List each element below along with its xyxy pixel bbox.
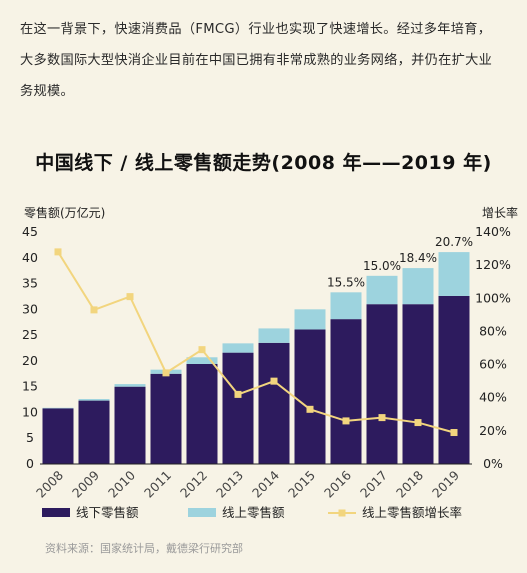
left-tick-label: 25: [22, 327, 38, 342]
left-tick-label: 35: [22, 276, 38, 291]
growth-point-2010: [126, 293, 134, 301]
growth-point-2009: [90, 306, 98, 314]
bar-online-2012: [186, 357, 218, 364]
right-tick-label: 120%: [475, 257, 511, 272]
growth-point-2014: [270, 377, 278, 385]
bar-online-2015: [294, 309, 326, 330]
bar-online-2013: [222, 343, 254, 353]
bar-online-2016: [330, 292, 362, 320]
left-axis-title: 零售额(万亿元): [24, 205, 105, 220]
right-axis-title: 增长率: [482, 205, 518, 220]
growth-point-2011: [162, 369, 170, 377]
bar-online-2010: [114, 384, 146, 387]
bar-offline-2015: [294, 329, 326, 464]
x-tick-label: 2014: [249, 467, 282, 500]
legend-label-offline: 线下零售额: [76, 505, 139, 520]
right-tick-label: 0%: [483, 456, 503, 471]
bar-offline-2011: [150, 373, 182, 464]
x-tick-label: 2011: [141, 468, 174, 501]
bar-offline-2009: [78, 400, 110, 464]
left-tick-label: 0: [26, 456, 34, 471]
growth-point-2016: [342, 417, 350, 425]
left-tick-label: 10: [22, 404, 38, 419]
left-tick-label: 20: [22, 353, 38, 368]
legend-label-online: 线上零售额: [222, 505, 285, 520]
legend-swatch-growth-point: [338, 509, 346, 517]
bar-offline-2012: [186, 363, 218, 464]
growth-point-2017: [378, 414, 386, 422]
left-tick-label: 15: [22, 379, 38, 394]
bar-online-2008: [42, 407, 74, 409]
right-tick-label: 20%: [479, 423, 507, 438]
bar-offline-2013: [222, 352, 254, 464]
bar-offline-2018: [402, 304, 434, 464]
x-tick-label: 2018: [393, 467, 426, 500]
x-tick-label: 2019: [429, 467, 462, 500]
data-label-2017: 15.0%: [363, 259, 401, 273]
legend-swatch-online: [188, 508, 216, 517]
x-tick-label: 2017: [357, 468, 390, 501]
left-tick-label: 40: [22, 250, 38, 265]
right-tick-label: 80%: [479, 323, 507, 338]
bar-offline-2016: [330, 319, 362, 464]
bar-offline-2019: [438, 295, 470, 464]
legend-swatch-offline: [42, 508, 70, 517]
legend-label-growth: 线上零售额增长率: [362, 505, 462, 520]
x-tick-label: 2013: [213, 468, 246, 501]
data-label-2019: 20.7%: [435, 235, 473, 249]
x-tick-label: 2009: [69, 467, 102, 500]
bar-offline-2014: [258, 342, 290, 464]
bar-offline-2017: [366, 304, 398, 464]
intro-text: 在这一背景下，快速消费品（FMCG）行业也实现了快速增长。经过多年培育， 大多数…: [20, 14, 515, 107]
bar-online-2019: [438, 252, 470, 296]
growth-point-2018: [414, 419, 422, 427]
retail-sales-chart: 零售额(万亿元) 增长率 0 5 10 15 20 25 30 35 40 45 0% 20% 40% 60%…: [22, 205, 518, 520]
intro-line: 大多数国际大型快消企业目前在中国已拥有非常成熟的业务网络，并仍在扩大业: [20, 53, 493, 68]
left-tick-label: 30: [22, 301, 38, 316]
x-tick-label: 2016: [321, 467, 354, 500]
bar-offline-2010: [114, 386, 146, 464]
intro-line: 务规模。: [20, 84, 74, 99]
bar-online-2009: [78, 399, 110, 401]
growth-point-2012: [198, 346, 206, 354]
growth-point-2008: [54, 248, 62, 256]
x-tick-label: 2015: [285, 468, 318, 501]
right-tick-label: 40%: [479, 390, 507, 405]
bar-online-2018: [402, 268, 434, 305]
left-tick-label: 45: [22, 224, 38, 239]
x-tick-label: 2008: [33, 467, 66, 500]
intro-line: 在这一背景下，快速消费品（FMCG）行业也实现了快速增长。经过多年培育，: [20, 22, 492, 37]
right-tick-label: 100%: [475, 290, 511, 305]
growth-point-2015: [306, 405, 314, 413]
growth-rate-line: [57, 251, 455, 434]
bar-offline-2008: [42, 408, 74, 464]
data-label-2016: 15.5%: [327, 275, 365, 289]
chart-title: 中国线下 / 线上零售额走势(2008 年——2019 年): [35, 152, 492, 174]
right-tick-label: 140%: [475, 224, 511, 239]
bar-online-2014: [258, 328, 290, 343]
right-tick-label: 60%: [479, 357, 507, 372]
growth-point-2019: [450, 429, 458, 437]
data-label-2018: 18.4%: [399, 251, 437, 265]
x-tick-label: 2012: [177, 468, 210, 501]
source-note: 资料来源：国家统计局，戴德梁行研究部: [45, 542, 243, 555]
bar-online-2017: [366, 275, 398, 305]
growth-point-2013: [234, 390, 242, 398]
left-tick-label: 5: [26, 430, 34, 445]
x-tick-label: 2010: [105, 467, 138, 500]
